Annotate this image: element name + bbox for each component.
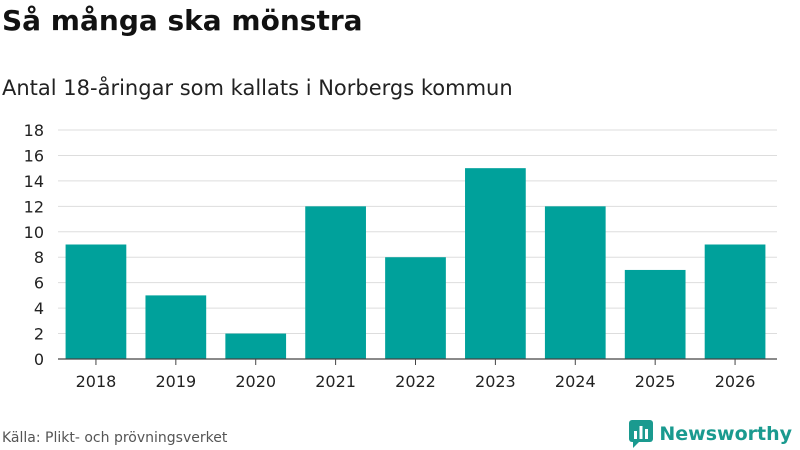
x-tick-label: 2021 <box>315 372 356 391</box>
y-tick-label: 8 <box>34 248 44 267</box>
y-tick-label: 18 <box>24 121 44 140</box>
bar-2024 <box>544 206 606 359</box>
bar-2026 <box>704 244 766 359</box>
x-tick-label: 2022 <box>395 372 436 391</box>
y-tick-label: 0 <box>34 350 44 369</box>
y-tick-label: 14 <box>24 172 44 191</box>
bar-chart: 0 2 4 6 8 10 12 14 16 18 2018 2019 2020 2021 2022 2023… <box>24 121 777 391</box>
y-tick-label: 16 <box>24 146 44 165</box>
bar-chart-logo-icon <box>629 420 654 448</box>
bar-2025 <box>624 269 686 359</box>
y-tick-label: 6 <box>34 274 44 293</box>
y-tick-label: 4 <box>34 299 44 318</box>
x-tick-label: 2019 <box>155 372 196 391</box>
brand-logo: Newsworthy <box>629 420 792 448</box>
x-axis-ticks: 2018 2019 2020 2021 2022 2023 2024 2025 2026 <box>76 359 756 391</box>
bars <box>65 168 766 359</box>
chart-subtitle: Antal 18-åringar som kallats i Norbergs … <box>2 76 513 100</box>
y-tick-label: 12 <box>24 197 44 216</box>
x-tick-label: 2018 <box>76 372 117 391</box>
bar-2023 <box>465 168 526 359</box>
x-tick-label: 2026 <box>715 372 756 391</box>
x-tick-label: 2020 <box>235 372 276 391</box>
bar-2022 <box>385 257 446 359</box>
chart-title: Så många ska mönstra <box>2 4 363 37</box>
bar-2020 <box>225 333 287 359</box>
y-axis-ticks: 0 2 4 6 8 10 12 14 16 18 <box>24 121 44 369</box>
bar-2019 <box>145 295 207 359</box>
x-tick-label: 2023 <box>475 372 516 391</box>
source-note: Källa: Plikt- och prövningsverket <box>2 430 228 446</box>
bar-2018 <box>65 244 127 359</box>
y-tick-label: 10 <box>24 223 44 242</box>
x-tick-label: 2025 <box>635 372 676 391</box>
bar-2021 <box>305 206 366 359</box>
x-tick-label: 2024 <box>555 372 596 391</box>
y-tick-label: 2 <box>34 325 44 344</box>
brand-name: Newsworthy <box>659 423 792 445</box>
